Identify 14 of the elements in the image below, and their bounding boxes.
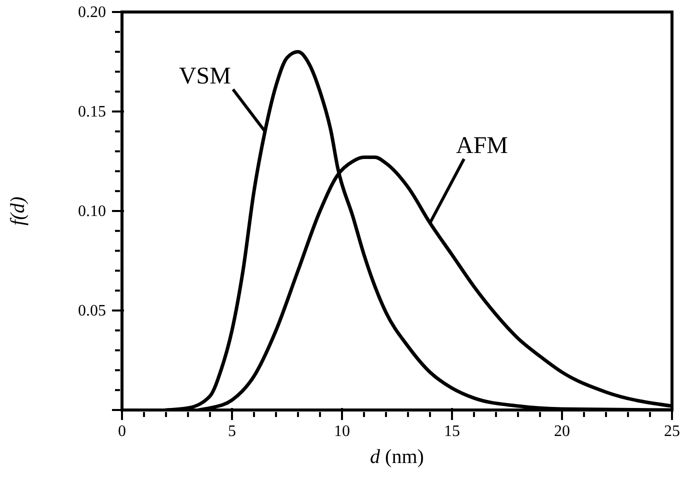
y-tick-label: 0.15	[78, 104, 106, 120]
x-tick-label: 15	[444, 423, 460, 440]
text: AFM	[456, 132, 508, 159]
y-tick-label: 0.20	[78, 4, 106, 21]
x-tick-label: 25	[664, 423, 680, 440]
y-axis-title: f(d)	[7, 196, 29, 226]
x-tick-label: 5	[228, 423, 236, 440]
y-tick-label: 0.10	[78, 203, 106, 220]
series-label: VSM	[178, 63, 231, 90]
x-tick-label: 0	[118, 423, 126, 440]
x-tick-label: 10	[334, 423, 350, 440]
x-tick-label: 20	[554, 423, 570, 440]
y-tick-label: 0.05	[78, 302, 106, 320]
x-axis-title: d (nm)	[370, 446, 424, 468]
